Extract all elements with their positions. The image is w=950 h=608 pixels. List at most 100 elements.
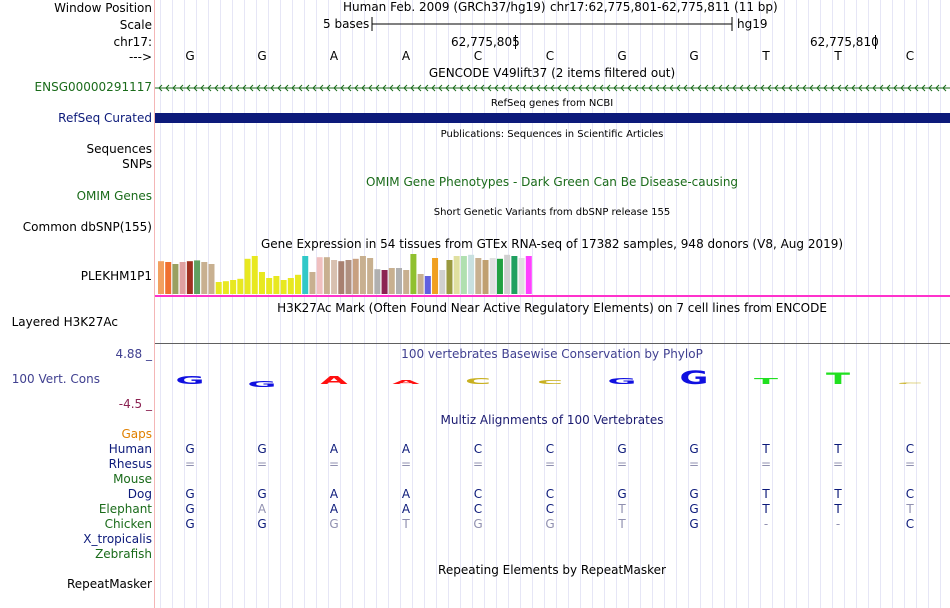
gtex-tissue-bar[interactable] <box>331 260 338 294</box>
gtex-tissue-bar[interactable] <box>496 258 503 294</box>
gtex-tissue-bar[interactable] <box>222 281 229 294</box>
gtex-tissue-bar[interactable] <box>518 258 525 294</box>
gtex-tissue-bar[interactable] <box>525 256 532 294</box>
species-label-mouse[interactable]: Mouse <box>113 472 152 486</box>
track-image[interactable]: Human Feb. 2009 (GRCh37/hg19) chr17:62,7… <box>155 0 950 608</box>
gtex-tissue-bar[interactable] <box>179 262 186 294</box>
gtex-tissue-bar[interactable] <box>504 254 511 294</box>
gtex-tissue-bar[interactable] <box>194 260 201 294</box>
track-label-repeatmasker[interactable]: RepeatMasker <box>66 577 152 591</box>
ensg-gene-feature[interactable] <box>155 82 950 94</box>
base-gridlines <box>155 0 950 608</box>
gridline <box>352 0 353 608</box>
gtex-tissue-bar[interactable] <box>381 270 388 294</box>
gtex-tissue-bar[interactable] <box>309 272 316 294</box>
track-label-sequences[interactable]: Sequences <box>86 142 152 156</box>
phylop-logo-letter: A <box>320 375 347 387</box>
gtex-tissue-bar[interactable] <box>158 261 165 294</box>
gridline <box>424 0 425 608</box>
alignment-base: T <box>762 487 770 501</box>
gtex-tissue-bar[interactable] <box>446 260 453 294</box>
gtex-tissue-bar[interactable] <box>460 256 467 294</box>
gtex-tissue-bar[interactable] <box>345 260 352 294</box>
phylop-logo-letter: G <box>248 380 277 389</box>
gtex-tissue-bar[interactable] <box>266 278 273 294</box>
gridline <box>916 0 917 608</box>
alignment-base: = <box>328 457 340 471</box>
gridline <box>568 0 569 608</box>
gtex-tissue-bar[interactable] <box>273 276 280 294</box>
gtex-tissue-bar[interactable] <box>352 258 359 294</box>
gridline <box>892 0 893 608</box>
gtex-tissue-bar[interactable] <box>395 268 402 294</box>
gtex-tissue-bar[interactable] <box>172 264 179 294</box>
gtex-tissue-bar[interactable] <box>453 256 460 294</box>
gtex-tissue-bar[interactable] <box>468 254 475 294</box>
gtex-tissue-bar[interactable] <box>374 269 381 294</box>
refseq-gene-bar[interactable] <box>155 113 950 123</box>
gtex-tissue-bar[interactable] <box>230 280 237 294</box>
species-label-zebrafish[interactable]: Zebrafish <box>95 547 152 561</box>
gtex-bar-chart[interactable] <box>155 252 950 298</box>
gtex-tissue-bar[interactable] <box>251 256 258 294</box>
track-label-h3k27ac[interactable]: Layered H3K27Ac <box>11 315 118 329</box>
alignment-base: G <box>257 442 267 456</box>
strand-arrow-label: ---> <box>128 50 152 64</box>
dbsnp-track-title: Short Genetic Variants from dbSNP releas… <box>433 207 671 218</box>
species-label-chicken[interactable]: Chicken <box>104 517 152 531</box>
gtex-tissue-bar[interactable] <box>338 261 345 294</box>
gtex-tissue-bar[interactable] <box>367 258 374 294</box>
gtex-tissue-bar[interactable] <box>403 270 410 294</box>
gtex-tissue-bar[interactable] <box>410 254 417 294</box>
alignment-base: A <box>329 487 339 501</box>
gtex-tissue-bar[interactable] <box>237 278 244 294</box>
gtex-tissue-bar[interactable] <box>165 262 172 294</box>
species-label-rhesus[interactable]: Rhesus <box>108 457 152 471</box>
gtex-tissue-bar[interactable] <box>475 258 482 294</box>
gtex-tissue-bar[interactable] <box>244 258 251 294</box>
species-label-human[interactable]: Human <box>108 442 152 456</box>
cons-min-label: -4.5 _ <box>118 397 152 411</box>
gtex-tissue-bar[interactable] <box>186 261 193 294</box>
gridline <box>784 0 785 608</box>
gtex-tissue-bar[interactable] <box>417 274 424 294</box>
track-label-dbsnp[interactable]: Common dbSNP(155) <box>22 220 152 234</box>
track-label-plekhm1p1[interactable]: PLEKHM1P1 <box>80 269 152 283</box>
gtex-tissue-bar[interactable] <box>287 278 294 294</box>
gridline <box>856 0 857 608</box>
gtex-tissue-bar[interactable] <box>295 274 302 294</box>
alignment-base: T <box>906 502 914 516</box>
species-label-elephant[interactable]: Elephant <box>98 502 152 516</box>
track-label-cons[interactable]: 100 Vert. Cons <box>11 372 100 386</box>
track-label-ensg[interactable]: ENSG00000291117 <box>34 80 152 94</box>
base-letter: G <box>185 49 195 63</box>
gtex-tissue-bar[interactable] <box>482 260 489 294</box>
gtex-tissue-bar[interactable] <box>323 257 330 294</box>
base-letter: T <box>762 49 770 63</box>
gtex-tissue-bar[interactable] <box>511 256 518 294</box>
base-letter: C <box>473 49 483 63</box>
gridline <box>700 0 701 608</box>
gtex-tissue-bar[interactable] <box>439 270 446 294</box>
gtex-tissue-bar[interactable] <box>302 256 309 294</box>
gtex-tissue-bar[interactable] <box>201 262 208 294</box>
gtex-tissue-bar[interactable] <box>208 264 215 294</box>
track-label-snps[interactable]: SNPs <box>122 157 152 171</box>
species-label-dog[interactable]: Dog <box>127 487 152 501</box>
gtex-tissue-bar[interactable] <box>359 256 366 294</box>
gtex-tissue-bar[interactable] <box>432 258 439 294</box>
alignment-base: G <box>689 502 699 516</box>
track-label-omim[interactable]: OMIM Genes <box>76 189 152 203</box>
gtex-tissue-bar[interactable] <box>215 282 222 294</box>
gtex-tissue-bar[interactable] <box>489 258 496 294</box>
gtex-tissue-bar[interactable] <box>258 272 265 294</box>
alignment-base: C <box>473 442 483 456</box>
gtex-tissue-bar[interactable] <box>280 280 287 294</box>
gtex-tissue-bar[interactable] <box>424 276 431 294</box>
species-label-x_tropicalis[interactable]: X_tropicalis <box>83 532 152 546</box>
gtex-tissue-bar[interactable] <box>388 268 395 294</box>
track-label-refseq[interactable]: RefSeq Curated <box>58 111 152 125</box>
gridline <box>184 0 185 608</box>
gtex-tissue-bar[interactable] <box>316 257 323 294</box>
